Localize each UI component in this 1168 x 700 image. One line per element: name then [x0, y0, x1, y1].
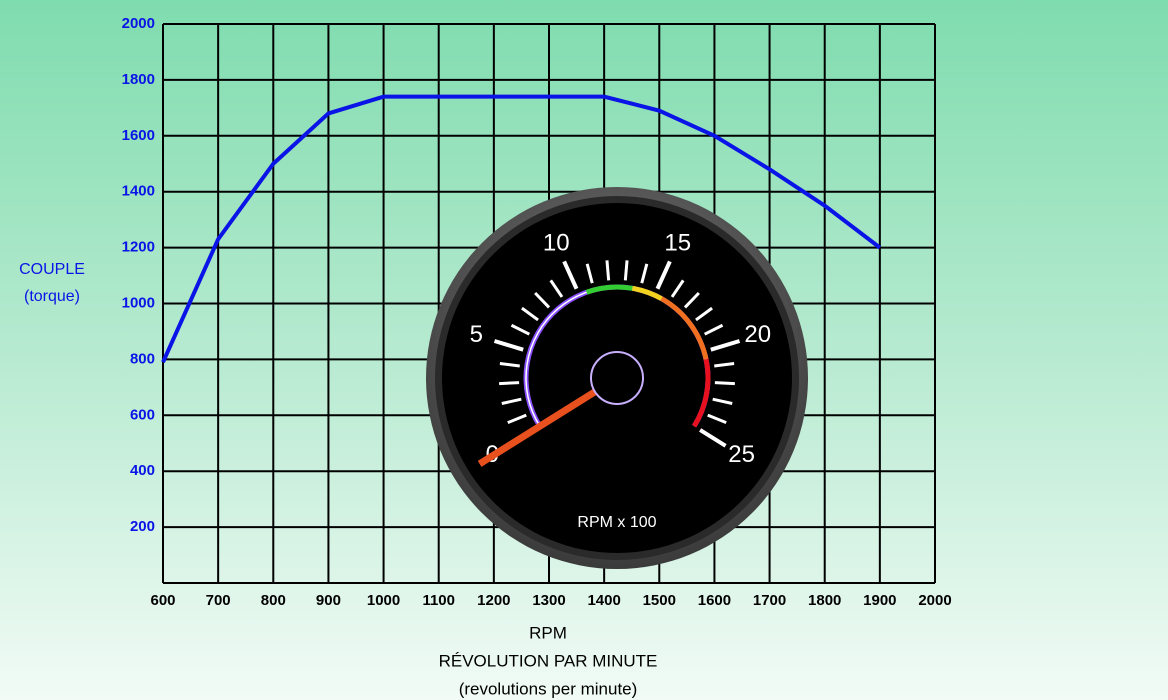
y-axis-label: (torque) [24, 288, 80, 305]
x-axis-label: RPM [529, 623, 567, 642]
chart: 200 400 600 800 1000 1200 1400 1600 1800 2000 600 7… [0, 0, 1168, 700]
x-tick-label: 1600 [698, 592, 731, 609]
gauge-minor-tick [715, 383, 735, 384]
x-tick-label: 900 [316, 592, 341, 609]
x-tick-label: 1700 [753, 592, 786, 609]
y-tick-label: 600 [130, 406, 155, 423]
gauge-tick-label: 15 [664, 229, 691, 256]
y-tick-label: 1800 [122, 71, 155, 88]
x-tick-label: 1100 [422, 592, 455, 609]
x-tick-label: 800 [261, 592, 286, 609]
x-axis-label: (revolutions per minute) [459, 679, 638, 698]
y-tick-label: 800 [130, 350, 155, 367]
gauge-tick-label: 10 [543, 229, 570, 256]
gauge-unit-label: RPM x 100 [577, 514, 656, 531]
x-tick-label: 1400 [587, 592, 620, 609]
x-tick-label: 2000 [918, 592, 951, 609]
gauge-minor-tick [607, 260, 609, 280]
gauge-minor-tick [499, 383, 519, 384]
y-tick-label: 1600 [122, 127, 155, 144]
x-tick-label: 600 [150, 592, 175, 609]
page: 200 400 600 800 1000 1200 1400 1600 1800 2000 600 7… [0, 0, 1168, 700]
y-tick-label: 1200 [122, 239, 155, 256]
y-tick-label: 1000 [122, 294, 155, 311]
x-tick-label: 1200 [477, 592, 510, 609]
x-tick-label: 1500 [643, 592, 676, 609]
gauge-tick-label: 25 [728, 441, 755, 468]
x-axis-label: RÉVOLUTION PAR MINUTE [439, 651, 658, 670]
y-tick-label: 400 [130, 462, 155, 479]
gauge-tick-label: 5 [470, 321, 483, 348]
x-tick-label: 1300 [532, 592, 565, 609]
x-tick-label: 700 [206, 592, 231, 609]
x-tick-label: 1000 [367, 592, 400, 609]
x-tick-label: 1900 [863, 592, 896, 609]
gauge-hub [591, 352, 643, 404]
y-tick-label: 1400 [122, 183, 155, 200]
y-axis-label: COUPLE [19, 261, 85, 278]
gauge-tick-label: 20 [744, 321, 771, 348]
y-tick-label: 2000 [122, 15, 155, 32]
x-tick-label: 1800 [808, 592, 841, 609]
y-tick-label: 200 [130, 518, 155, 535]
gauge-minor-tick [625, 260, 627, 280]
